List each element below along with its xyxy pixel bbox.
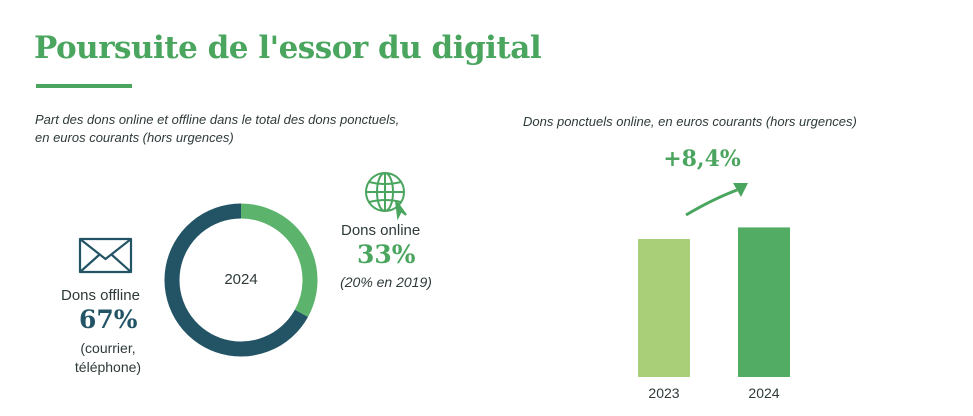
online-percent: 33% xyxy=(357,240,416,269)
donut-slice-offline xyxy=(164,203,309,357)
online-note: (20% en 2019) xyxy=(340,274,432,290)
globe-icon xyxy=(365,172,407,221)
offline-note: (courrier, téléphone) xyxy=(74,340,142,375)
donut-slice-online xyxy=(240,203,318,317)
donut-chart-subtitle: Part des dons online et offline dans le … xyxy=(35,112,400,145)
bar-label-2024: 2024 xyxy=(748,385,779,401)
donut-center-label: 2024 xyxy=(224,271,257,288)
envelope-icon xyxy=(78,237,133,274)
trend-arrow-icon xyxy=(685,183,748,217)
bar-label-2023: 2023 xyxy=(648,385,679,401)
bar-chart-subtitle: Dons ponctuels online, en euros courants… xyxy=(523,114,857,129)
offline-percent: 67% xyxy=(79,305,138,334)
online-label: Dons online xyxy=(341,222,421,239)
bar-2024 xyxy=(738,227,790,377)
bar-chart: 2023 2024 xyxy=(638,227,790,401)
title-underline xyxy=(36,84,132,88)
offline-label: Dons offline xyxy=(61,287,140,304)
growth-label: +8,4% xyxy=(663,146,741,172)
bar-2023 xyxy=(638,239,690,377)
page-title: Poursuite de l'essor du digital xyxy=(34,30,542,66)
